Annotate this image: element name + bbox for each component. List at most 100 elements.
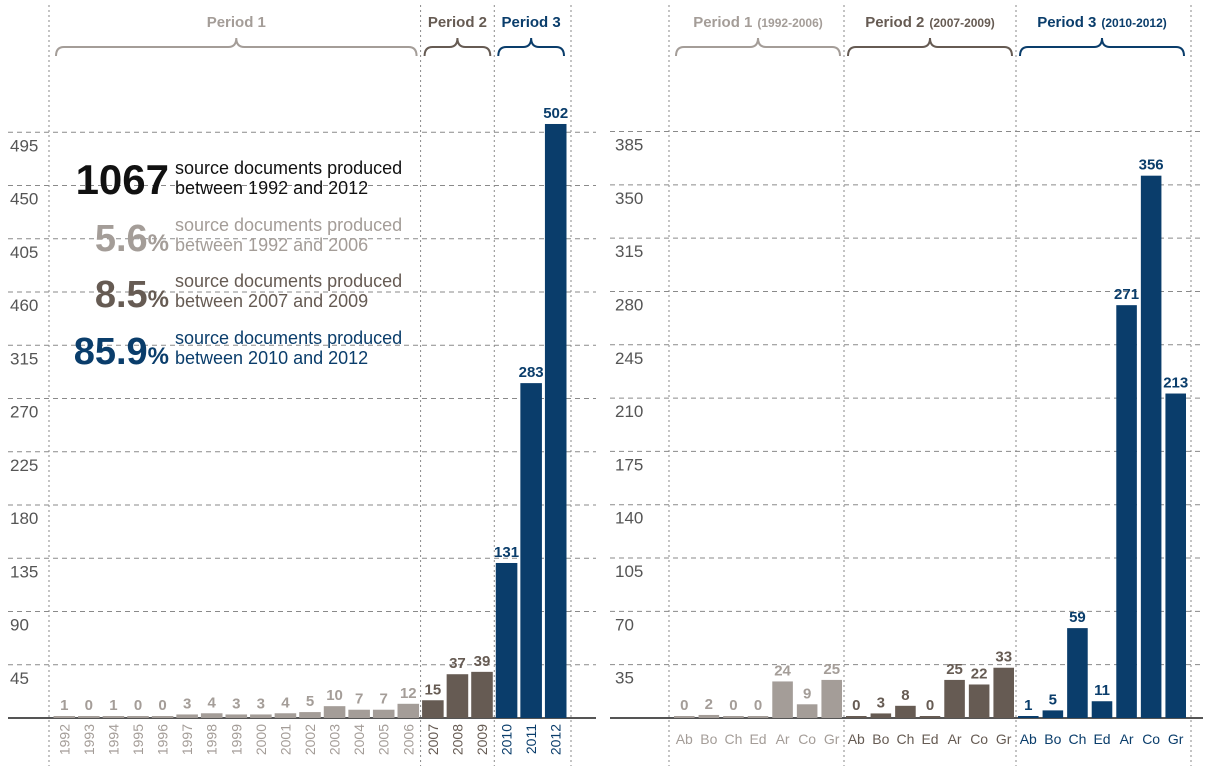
x-tick-label: Ed: [1093, 731, 1110, 747]
bar: [870, 713, 892, 718]
bar-value-label: 7: [380, 691, 388, 708]
y-tick-label: 105: [615, 562, 643, 581]
bar: [944, 679, 965, 718]
bar: [422, 700, 444, 718]
y-tick-label: 35: [615, 669, 634, 688]
period-name: Period 2: [428, 14, 487, 31]
period-label: Period 1 (1992-2006): [693, 14, 823, 31]
bar: [299, 712, 321, 718]
summary-percent: %: [148, 343, 169, 370]
bar-value-label: 0: [729, 697, 737, 714]
bar: [1042, 710, 1064, 718]
bar-value-label: 7: [355, 691, 363, 708]
x-tick-label: Ed: [749, 731, 766, 747]
x-tick-label: 1992: [56, 724, 72, 755]
x-tick-label: Ar: [776, 731, 790, 747]
bar: [993, 667, 1014, 718]
period-brace: [55, 37, 418, 57]
x-tick-label: 1994: [105, 724, 121, 755]
x-tick-label: Bo: [700, 731, 717, 747]
x-tick-label: 2000: [253, 724, 269, 755]
bar: [1165, 393, 1186, 718]
bar: [151, 716, 174, 718]
x-tick-label: 2006: [400, 724, 416, 755]
x-tick-label: Co: [798, 731, 816, 747]
summary-number: 1067: [76, 156, 169, 203]
period-range: (2007-2009): [929, 16, 994, 30]
bar: [471, 671, 493, 718]
bar: [446, 674, 469, 718]
x-tick-label: 2008: [449, 724, 465, 755]
summary-line-1: source documents produced: [175, 328, 402, 348]
y-tick-label: 315: [615, 242, 643, 261]
x-tick-label: 2001: [277, 724, 293, 755]
x-tick-label: Ch: [896, 731, 914, 747]
summary-number: 85.9: [74, 331, 148, 373]
bar-value-label: 37: [449, 655, 466, 672]
bar: [78, 716, 100, 718]
bar: [274, 713, 297, 718]
bar: [698, 714, 720, 718]
bar-value-label: 3: [183, 695, 191, 712]
summary-figure: 85.9%: [74, 331, 169, 373]
bar-value-label: 24: [774, 662, 791, 679]
x-tick-label: Ab: [1020, 731, 1037, 747]
bar-value-label: 3: [257, 695, 265, 712]
x-tick-label: Bo: [872, 731, 889, 747]
bar-value-label: 5: [1049, 691, 1057, 708]
period-name: Period 2: [865, 14, 924, 31]
period-label: Period 2: [428, 14, 487, 31]
bar: [372, 709, 395, 718]
bar-value-label: 283: [519, 364, 544, 381]
bar-value-label: 0: [85, 697, 93, 714]
bar: [1067, 628, 1088, 718]
summary-line-2: between 1992 and 2006: [175, 235, 368, 255]
bar-value-label: 4: [281, 694, 290, 711]
bar-value-label: 2: [705, 696, 713, 713]
bar-value-label: 0: [852, 697, 860, 714]
y-tick-label: 180: [10, 509, 38, 528]
y-tick-label: 225: [10, 456, 38, 475]
summary-panel: 1067 source documents produced between 199…: [74, 156, 402, 373]
bar: [674, 716, 695, 718]
y-tick-label: 45: [10, 669, 29, 688]
summary-percent: %: [148, 286, 169, 313]
bar-value-label: 0: [754, 697, 762, 714]
bar: [846, 716, 867, 718]
bar-value-label: 25: [946, 661, 963, 678]
y-tick-label: 70: [615, 615, 634, 634]
summary-line-2: between 2007 and 2009: [175, 291, 368, 311]
y-tick-label: 450: [10, 190, 38, 209]
bar: [127, 716, 149, 718]
period-brace: [497, 37, 565, 57]
bar: [821, 679, 842, 718]
period-range: (2010-2012): [1101, 16, 1166, 30]
bar: [1018, 716, 1039, 718]
bar: [397, 703, 420, 718]
summary-number: 5.6: [95, 218, 148, 260]
x-tick-label: Ed: [921, 731, 938, 747]
bar-value-label: 0: [926, 697, 934, 714]
bar: [200, 713, 223, 718]
bar-value-label: 4: [208, 694, 217, 711]
bar-value-label: 131: [494, 544, 519, 561]
bar: [225, 714, 248, 718]
bar-value-label: 5: [306, 693, 314, 710]
bar: [495, 562, 518, 718]
bar-value-label: 11: [1094, 682, 1110, 699]
summary-figure: 8.5%: [95, 274, 169, 316]
bar-value-label: 1: [109, 697, 117, 714]
bar: [1091, 701, 1113, 718]
bar: [544, 123, 567, 718]
x-tick-label: Ar: [1120, 731, 1134, 747]
x-tick-label: 1996: [155, 724, 171, 755]
x-tick-label: 2002: [302, 724, 318, 755]
bar-value-label: 3: [877, 694, 885, 711]
bar: [723, 716, 744, 718]
x-tick-label: Ab: [676, 731, 693, 747]
summary-figure: 1067: [76, 156, 169, 203]
y-tick-label: 90: [10, 616, 29, 635]
period-name: Period 3: [1037, 14, 1096, 31]
